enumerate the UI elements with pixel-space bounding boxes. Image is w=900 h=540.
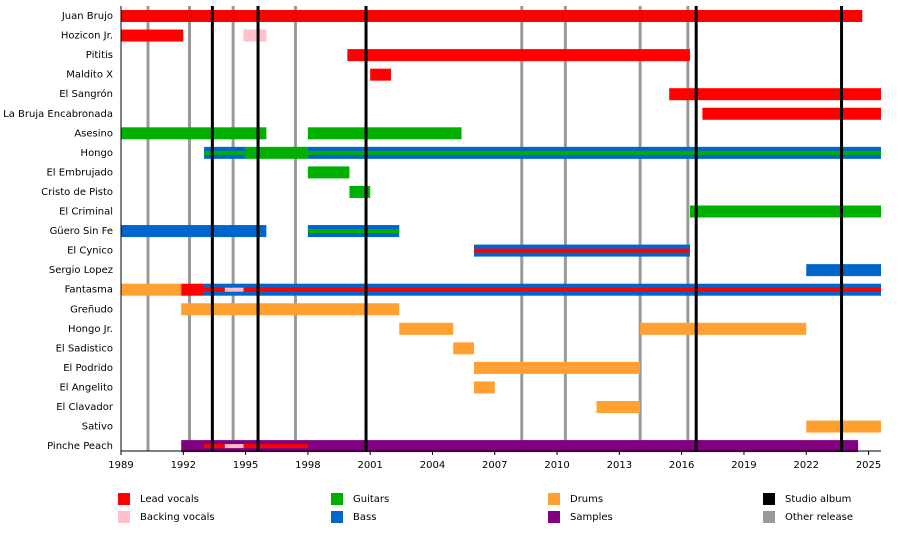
legend-label: Guitars: [353, 494, 389, 505]
member-label: Hongo: [81, 148, 113, 159]
member-label: Hongo Jr.: [68, 324, 113, 335]
member-bar: [181, 303, 400, 316]
member-label: El Clavador: [56, 402, 114, 413]
member-bar: [121, 225, 267, 238]
member-bar: [307, 166, 350, 179]
x-tick-label: 1998: [295, 460, 320, 471]
member-label: Asesino: [74, 128, 113, 139]
x-tick-label: 1992: [171, 460, 196, 471]
member-bar: [204, 444, 308, 449]
legend-swatch: [763, 511, 775, 523]
member-bar: [596, 401, 641, 413]
x-tick-label: 2010: [544, 460, 569, 471]
member-bar: [640, 322, 807, 335]
member-label: Güero Sin Fe: [50, 226, 113, 237]
x-tick-label: 2016: [669, 460, 694, 471]
x-tick-label: 2001: [357, 460, 382, 471]
member-label: Sergio Lopez: [49, 265, 113, 276]
legend-label: Bass: [353, 512, 376, 523]
member-bar: [224, 287, 244, 292]
member-bar: [702, 107, 881, 120]
member-bar: [806, 264, 881, 277]
member-label: Hozicon Jr.: [61, 31, 113, 42]
legend-swatch: [331, 493, 343, 505]
member-label: Pinche Peach: [47, 441, 113, 452]
member-bar: [307, 127, 462, 140]
member-label: El Cynico: [67, 246, 113, 257]
member-bar: [204, 150, 881, 155]
member-bar: [121, 283, 182, 296]
legend-label: Backing vocals: [140, 512, 215, 523]
x-tick-label: 1989: [108, 460, 133, 471]
member-label: Juan Brujo: [61, 11, 113, 22]
member-label: Cristo de Pisto: [41, 187, 113, 198]
member-bar: [453, 342, 475, 355]
member-label: El Angelito: [59, 382, 113, 393]
member-bar: [474, 381, 495, 394]
member-bar: [181, 440, 859, 453]
member-bar: [224, 444, 244, 449]
member-label: Pititis: [86, 50, 113, 61]
member-label: Greñudo: [70, 304, 113, 315]
member-bar: [689, 205, 881, 218]
legend-swatch: [548, 511, 560, 523]
member-label: El Sangrón: [59, 88, 113, 100]
member-bar: [474, 361, 641, 374]
x-tick-label: 2004: [420, 460, 445, 471]
member-bar: [370, 68, 391, 81]
member-bar: [181, 283, 205, 296]
member-bar: [669, 88, 881, 101]
member-bar: [474, 248, 690, 253]
legend-swatch: [118, 511, 130, 523]
legend-label: Lead vocals: [140, 494, 199, 505]
member-label: El Sadistico: [56, 343, 113, 354]
member-bar: [204, 287, 881, 292]
member-bar: [399, 322, 454, 335]
member-label: Fantasma: [65, 285, 113, 296]
member-label: El Podrido: [63, 363, 113, 374]
legend-swatch: [331, 511, 343, 523]
x-tick-label: 2022: [794, 460, 819, 471]
x-tick-label: 2007: [482, 460, 507, 471]
legend-swatch: [118, 493, 130, 505]
member-label: Maldito X: [66, 70, 113, 81]
legend-swatch: [763, 493, 775, 505]
member-label: La Bruja Encabronada: [3, 109, 113, 120]
legend-label: Samples: [570, 512, 613, 523]
x-tick-label: 2019: [731, 460, 756, 471]
member-label: Sativo: [82, 422, 113, 433]
x-tick-label: 2013: [607, 460, 632, 471]
member-bar: [243, 29, 267, 42]
legend-swatch: [548, 493, 560, 505]
member-bar: [121, 29, 184, 42]
member-label: El Embrujado: [46, 167, 113, 178]
x-tick-label: 1995: [233, 460, 258, 471]
member-bar: [307, 229, 400, 234]
member-label: El Criminal: [59, 207, 113, 218]
member-bar: [121, 10, 863, 22]
x-tick-label: 2025: [856, 460, 881, 471]
member-bar: [806, 420, 881, 433]
legend-label: Other release: [785, 512, 853, 523]
legend-label: Studio album: [785, 494, 851, 505]
member-bar: [121, 127, 267, 140]
member-bar: [347, 49, 690, 62]
legend-label: Drums: [570, 494, 603, 505]
